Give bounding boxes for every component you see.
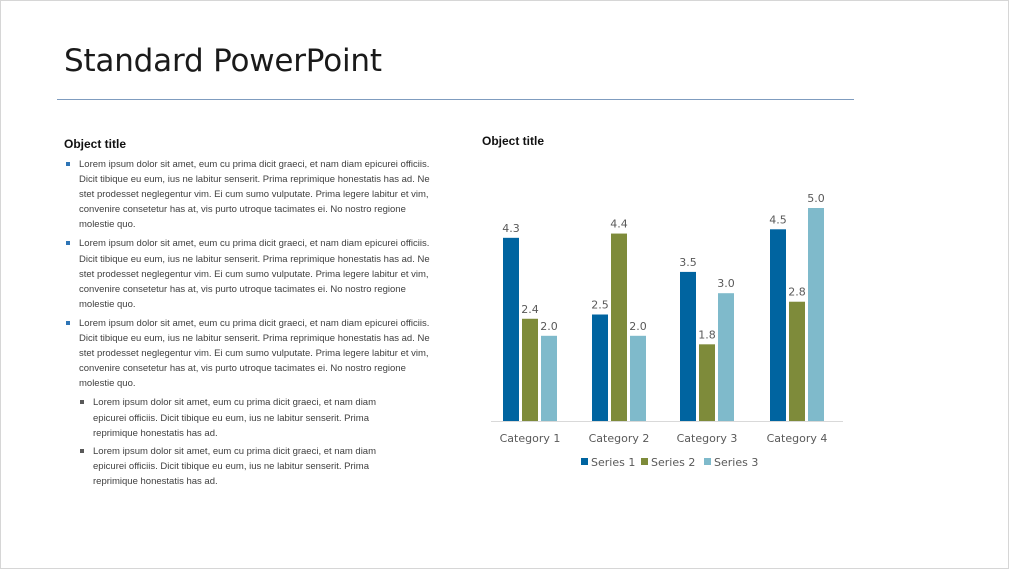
data-label: 4.3 [502, 222, 520, 235]
legend-swatch [641, 458, 648, 465]
legend-entry[interactable]: Series 1 [591, 456, 635, 469]
sub-bullet-item: Lorem ipsum dolor sit amet, eum cu prima… [63, 395, 405, 440]
data-label: 5.0 [807, 192, 825, 205]
data-label: 2.0 [540, 320, 558, 333]
title-divider [57, 99, 854, 100]
data-label: 2.5 [591, 299, 609, 312]
legend-entry[interactable]: Series 3 [714, 456, 758, 469]
sub-bullet-item: Lorem ipsum dolor sit amet, eum cu prima… [63, 444, 405, 489]
data-label: 3.5 [679, 256, 697, 269]
bar-chart[interactable]: 4.3 2.5 3.5 4.5 2.4 4.4 1.8 2.8 2.0 2.0 3.0 5.0 Cate… [481, 181, 856, 481]
bar-series-3[interactable] [541, 335, 557, 421]
bar-series-1[interactable] [503, 237, 519, 421]
data-label: 1.8 [698, 328, 716, 341]
bar-series-3[interactable] [630, 335, 646, 421]
category-tick-label: Category 1 [500, 432, 561, 445]
category-tick-label: Category 3 [677, 432, 738, 445]
bullet-item: Lorem ipsum dolor sit amet, eum cu prima… [63, 316, 435, 391]
bullet-list[interactable]: Lorem ipsum dolor sit amet, eum cu prima… [63, 157, 435, 492]
legend-swatch [581, 458, 588, 465]
data-label: 4.4 [610, 218, 628, 231]
data-label: 2.8 [788, 286, 806, 299]
bar-series-2[interactable] [699, 344, 715, 421]
bar-series-1[interactable] [770, 229, 786, 421]
data-label: 4.5 [769, 213, 787, 226]
data-label: 2.4 [521, 303, 539, 316]
bar-series-2[interactable] [522, 318, 538, 421]
bullet-item: Lorem ipsum dolor sit amet, eum cu prima… [63, 157, 435, 232]
left-object-title[interactable]: Object title [64, 137, 127, 151]
bar-series-3[interactable] [718, 293, 734, 421]
bar-series-2[interactable] [789, 301, 805, 421]
data-label: 2.0 [629, 320, 647, 333]
bar-series-2[interactable] [611, 233, 627, 421]
legend-entry[interactable]: Series 2 [651, 456, 695, 469]
category-tick-label: Category 2 [589, 432, 650, 445]
legend-swatch [704, 458, 711, 465]
bar-series-3[interactable] [808, 208, 824, 421]
data-label: 3.0 [717, 277, 735, 290]
bar-series-1[interactable] [680, 271, 696, 421]
slide-title[interactable]: Standard PowerPoint [64, 43, 382, 79]
category-tick-label: Category 4 [767, 432, 828, 445]
bullet-item: Lorem ipsum dolor sit amet, eum cu prima… [63, 236, 435, 311]
bar-series-1[interactable] [592, 314, 608, 422]
right-object-title[interactable]: Object title [482, 134, 545, 148]
